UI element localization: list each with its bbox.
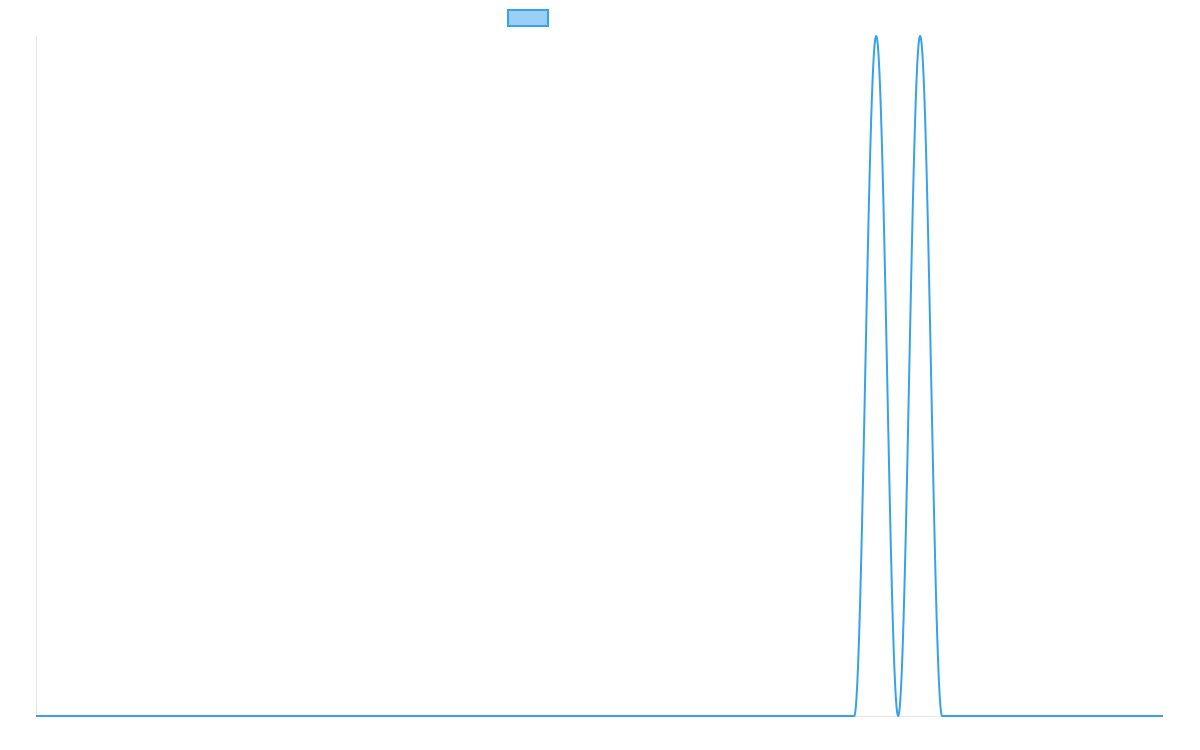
legend-swatch[interactable] (507, 9, 549, 27)
series-layer (36, 35, 1163, 717)
series-line-0 (36, 35, 1163, 717)
